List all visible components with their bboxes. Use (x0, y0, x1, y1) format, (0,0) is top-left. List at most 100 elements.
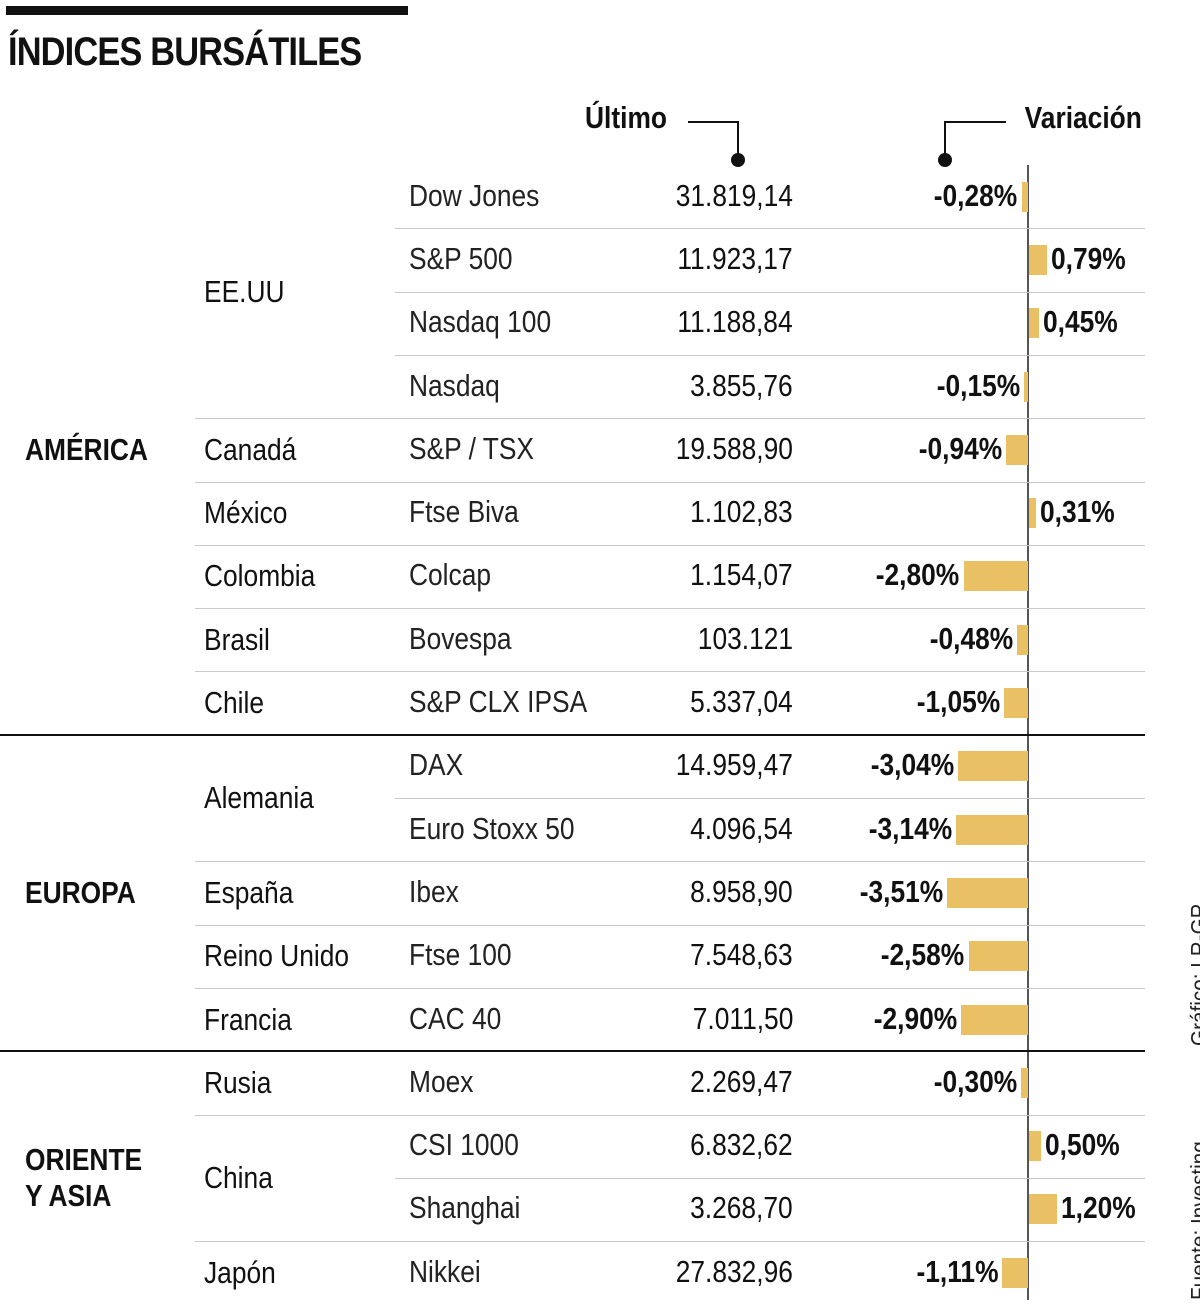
row-separator (395, 354, 1145, 356)
change-bar-negative (1021, 181, 1028, 212)
country-label: México (204, 495, 288, 531)
row-separator (395, 228, 1145, 230)
leader-last-dot (731, 153, 745, 167)
region-label: AMÉRICA (25, 431, 148, 467)
change-label: -0,28% (934, 177, 1018, 213)
region-label: Y ASIA (25, 1177, 112, 1213)
change-label: -3,14% (868, 810, 952, 846)
last-value: 14.959,47 (675, 747, 793, 783)
row-separator (195, 671, 1145, 673)
last-value: 27.832,96 (675, 1253, 793, 1289)
index-name: Shanghai (409, 1190, 521, 1226)
last-value: 11.188,84 (677, 304, 793, 340)
index-name: Colcap (409, 557, 492, 593)
change-bar-positive (1029, 1194, 1057, 1225)
change-bar-negative (1002, 1257, 1028, 1288)
last-value: 4.096,54 (690, 810, 793, 846)
index-name: Ftse Biva (409, 494, 519, 530)
change-label: -0,15% (936, 367, 1020, 403)
last-value: 19.588,90 (675, 430, 793, 466)
credits: Fuente: Investing Gráfico: LR-GR (1186, 887, 1200, 1300)
row-separator (395, 798, 1145, 799)
change-bar-negative (955, 814, 1028, 845)
leader-change-dot (938, 153, 952, 167)
chart-title: ÍNDICES BURSÁTILES (8, 30, 362, 74)
source-note: Fuente: Investing (1186, 1141, 1200, 1300)
index-name: CSI 1000 (409, 1127, 519, 1163)
last-value: 7.011,50 (692, 1000, 793, 1036)
country-label: EE.UU (204, 273, 285, 309)
index-name: Nikkei (409, 1253, 481, 1289)
index-name: CAC 40 (409, 1000, 502, 1036)
country-label: España (204, 874, 294, 910)
index-name: Moex (409, 1063, 474, 1099)
row-separator (195, 544, 1145, 546)
change-label: -0,48% (929, 620, 1013, 656)
row-separator (395, 291, 1145, 293)
index-name: Euro Stoxx 50 (409, 810, 575, 846)
change-bar-negative (1003, 688, 1028, 719)
leader-last-v (737, 121, 739, 155)
change-label: -2,80% (876, 557, 960, 593)
country-label: Chile (204, 685, 265, 721)
change-bar-negative (1016, 624, 1028, 655)
change-bar-positive (1029, 498, 1037, 529)
region-label: EUROPA (25, 874, 136, 910)
row-separator (195, 924, 1145, 926)
last-value: 1.102,83 (690, 494, 793, 530)
change-label: -2,58% (881, 937, 965, 973)
change-bar-negative (1006, 434, 1028, 465)
change-label: 0,50% (1044, 1127, 1120, 1163)
last-value: 3.855,76 (690, 367, 793, 403)
change-label: 0,31% (1040, 494, 1115, 530)
row-separator (195, 861, 1145, 863)
credit-note: Gráfico: LR-GR (1186, 902, 1200, 1046)
last-value: 6.832,62 (690, 1127, 793, 1163)
change-label: -0,94% (918, 430, 1003, 466)
region-divider (0, 1050, 1145, 1053)
index-name: Ftse 100 (409, 937, 512, 973)
country-label: Alemania (204, 780, 314, 815)
change-bar-positive (1029, 244, 1048, 275)
last-value: 31.819,14 (675, 177, 793, 213)
change-bar-negative (961, 1004, 1028, 1035)
index-name: Ibex (409, 873, 459, 909)
last-value: 2.269,47 (690, 1063, 793, 1099)
region-divider (0, 733, 1145, 736)
leader-change-v (944, 121, 946, 155)
last-value: 8.958,90 (690, 873, 793, 909)
change-bar-negative (1021, 1067, 1028, 1098)
leader-last-h (688, 121, 738, 123)
top-rule (6, 6, 408, 15)
row-separator (395, 1177, 1145, 1179)
country-label: Canadá (204, 431, 297, 467)
column-header-last: Último (585, 100, 667, 135)
index-name: Nasdaq (409, 367, 500, 403)
last-value: 5.337,04 (690, 684, 793, 720)
last-value: 11.923,17 (677, 240, 793, 276)
region-label: ORIENTE (25, 1141, 143, 1177)
row-separator (195, 1241, 1145, 1243)
index-name: S&P 500 (409, 240, 513, 276)
change-label: -1,05% (916, 684, 1000, 720)
country-label: Rusia (204, 1064, 272, 1100)
change-bar-negative (968, 941, 1028, 972)
change-bar-negative (1024, 371, 1028, 402)
change-label: 0,79% (1051, 240, 1126, 276)
index-name: DAX (409, 747, 464, 783)
change-bar-negative (958, 751, 1028, 782)
country-label: Brasil (204, 621, 270, 657)
country-label: Japón (204, 1254, 276, 1290)
row-separator (195, 608, 1145, 610)
zero-axis (1027, 165, 1029, 1300)
change-label: 1,20% (1060, 1190, 1136, 1226)
last-value: 3.268,70 (690, 1190, 793, 1226)
index-name: S&P CLX IPSA (409, 684, 588, 720)
change-label: -2,90% (873, 1000, 958, 1036)
index-name: Dow Jones (409, 177, 540, 213)
leader-change-h (944, 121, 1006, 123)
row-separator (195, 1114, 1145, 1116)
last-value: 7.548,63 (690, 937, 793, 973)
column-header-change: Variación (1024, 100, 1142, 135)
country-label: Colombia (204, 558, 316, 594)
